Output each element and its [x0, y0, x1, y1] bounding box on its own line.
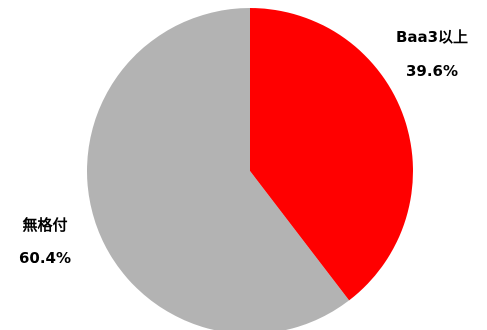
slice-percent-unrated: 60.4% [19, 249, 71, 267]
pie-slice-unrated [87, 8, 350, 330]
pie-slice-baa3 [250, 8, 413, 301]
slice-percent-baa3: 39.6% [406, 62, 458, 80]
pie-slices [87, 8, 413, 330]
slice-label-baa3: Baa3以上 [396, 28, 468, 46]
slice-label-unrated: 無格付 [22, 216, 67, 234]
